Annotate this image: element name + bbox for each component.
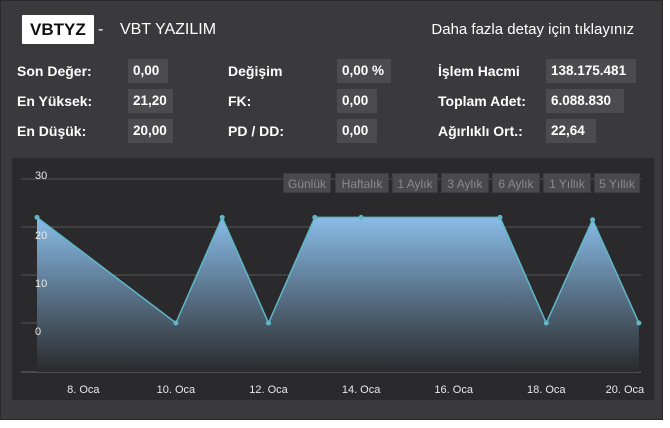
high-value: 21,20 xyxy=(128,89,173,113)
header-separator: - xyxy=(98,21,104,38)
y-tick-label: 20 xyxy=(35,230,47,242)
data-point xyxy=(590,217,596,223)
weighted-avg-value: 22,64 xyxy=(546,119,596,143)
pb-value: 0,00 xyxy=(337,119,377,143)
range-weekly-button[interactable]: Haftalık xyxy=(335,173,389,193)
total-count-value: 6.088.830 xyxy=(546,89,624,113)
data-point xyxy=(173,320,179,326)
range-daily-button[interactable]: Günlük xyxy=(283,173,331,193)
price-area-chart: 0 10 20 30 8. Oca 10. Oca 12. Oca 14. Oca 16. Oc… xyxy=(21,170,645,396)
last-value-value: 0,00 xyxy=(128,59,168,83)
data-point xyxy=(543,320,549,326)
data-point xyxy=(219,214,225,220)
low-value: 20,00 xyxy=(128,119,173,143)
change-value: 0,00 % xyxy=(337,59,391,83)
data-point xyxy=(312,214,318,220)
high-label: En Yüksek: xyxy=(17,93,93,109)
x-tick-label: 18. Oca xyxy=(527,384,566,396)
x-tick-label: 14. Oca xyxy=(342,384,381,396)
area-fill xyxy=(37,217,639,372)
pb-label: PD / DD: xyxy=(228,123,284,139)
range-6-month-button[interactable]: 6 Aylık xyxy=(492,173,540,193)
data-point xyxy=(497,214,503,220)
x-tick-label: 20. Oca xyxy=(606,384,645,396)
series-line xyxy=(36,215,640,325)
more-details-link[interactable]: Daha fazla detay için tıklayınız xyxy=(431,21,634,38)
widget-header: VBTYZ - VBT YAZILIM Daha fazla detay içi… xyxy=(1,1,664,57)
range-1-year-button[interactable]: 1 Yıllık xyxy=(543,173,591,193)
volume-value: 138.175.481 xyxy=(546,59,636,83)
x-tick-label: 12. Oca xyxy=(249,384,288,396)
weighted-avg-label: Ağırlıklı Ort.: xyxy=(438,123,523,139)
y-tick-label: 30 xyxy=(35,170,47,182)
change-label: Değişim xyxy=(228,63,283,79)
range-1-month-button[interactable]: 1 Aylık xyxy=(392,173,438,193)
pe-label: FK: xyxy=(228,93,252,109)
range-5-year-button[interactable]: 5 Yıllık xyxy=(594,173,640,193)
last-value-label: Son Değer: xyxy=(17,63,92,79)
x-tick-label: 10. Oca xyxy=(157,384,196,396)
data-point xyxy=(34,214,40,220)
y-tick-label: 10 xyxy=(35,278,47,290)
x-tick-label: 8. Oca xyxy=(67,384,100,396)
company-name: VBT YAZILIM xyxy=(120,21,217,38)
pe-value: 0,00 xyxy=(337,89,377,113)
data-point xyxy=(636,320,642,326)
data-point xyxy=(358,214,364,220)
volume-label: İşlem Hacmi xyxy=(438,63,520,79)
range-3-month-button[interactable]: 3 Aylık xyxy=(441,173,489,193)
stock-widget: VBTYZ - VBT YAZILIM Daha fazla detay içi… xyxy=(0,0,663,420)
y-tick-label: 0 xyxy=(35,326,41,338)
low-label: En Düşük: xyxy=(17,123,87,139)
x-tick-label: 16. Oca xyxy=(434,384,473,396)
ticker-badge: VBTYZ xyxy=(22,15,94,44)
total-count-label: Toplam Adet: xyxy=(438,93,526,109)
data-point xyxy=(266,320,271,326)
